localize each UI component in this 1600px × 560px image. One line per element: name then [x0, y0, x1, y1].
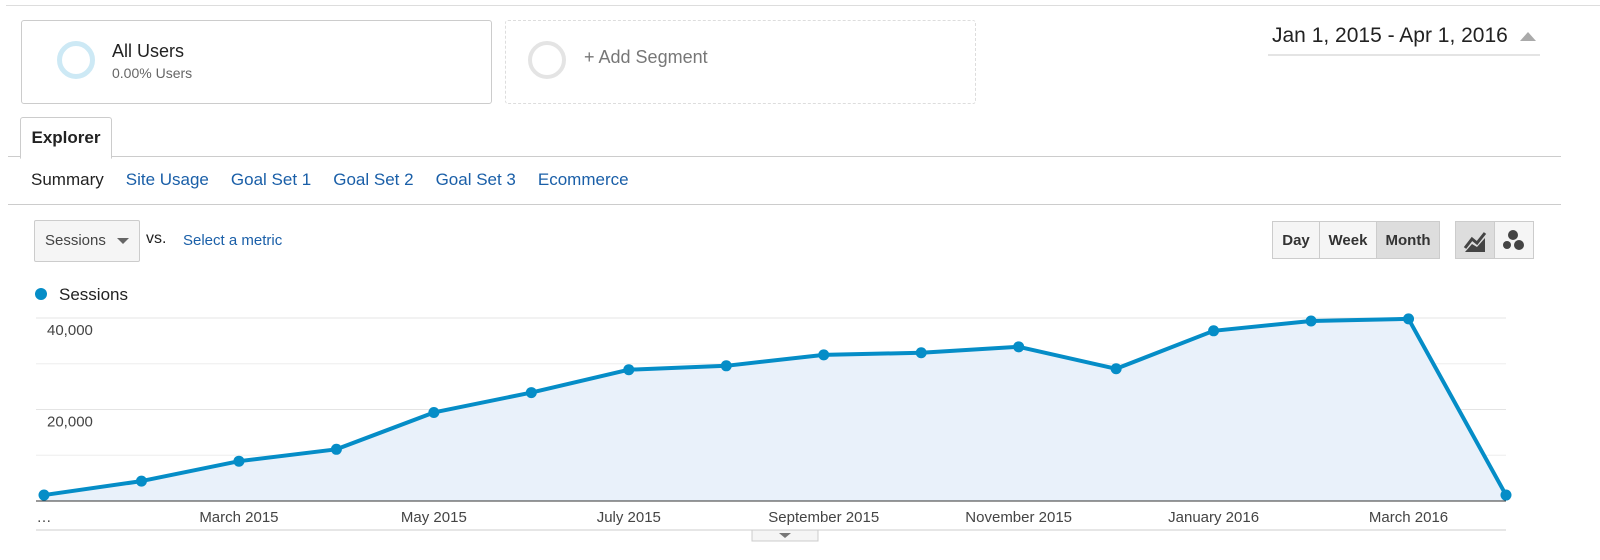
select-metric[interactable]: Select a metric	[183, 232, 283, 249]
subtab[interactable]: Summary	[31, 170, 104, 189]
metric-dropdown[interactable]: Sessions	[34, 220, 140, 262]
vs-label: vs.	[146, 230, 167, 247]
period-button[interactable]: Month	[1376, 221, 1440, 259]
subtab[interactable]: Goal Set 2	[333, 170, 414, 189]
subtab[interactable]: Ecommerce	[537, 170, 629, 189]
legend-label: Sessions	[59, 285, 128, 304]
data-point	[818, 349, 830, 361]
data-point	[1305, 315, 1317, 327]
date-range-text: Jan 1, 2015 - Apr 1, 2016	[1272, 24, 1508, 47]
add-segment-label: + Add Segment	[584, 47, 708, 67]
subtabs: Summary Site Usage Goal Set 1 Goal Set 2 Goa…	[31, 170, 651, 190]
x-tick-label: January 2016	[1168, 509, 1259, 526]
top-border	[6, 5, 1600, 6]
data-point	[233, 455, 245, 467]
line-chart-toggle[interactable]	[1455, 221, 1495, 259]
x-tick-label: November 2015	[965, 509, 1072, 526]
x-tick-label: September 2015	[768, 509, 879, 526]
motion-chart-toggle[interactable]	[1494, 221, 1534, 259]
add-segment[interactable]: + Add Segment	[505, 20, 976, 104]
date-range[interactable]: Jan 1, 2015 - Apr 1, 2016	[1268, 24, 1540, 56]
x-tick-label: May 2015	[401, 509, 467, 526]
subtab[interactable]: Goal Set 3	[435, 170, 516, 189]
x-tick-label: March 2015	[199, 509, 278, 526]
data-point	[1110, 363, 1122, 375]
data-point	[1208, 325, 1220, 337]
divider	[8, 204, 1561, 205]
bubble-icon	[1503, 230, 1524, 250]
x-tick-label: March 2016	[1369, 509, 1448, 526]
segment-ring	[57, 41, 95, 79]
segment-name: All Users	[112, 41, 185, 61]
data-point	[330, 443, 342, 455]
legend-marker	[35, 288, 47, 300]
data-point	[720, 360, 732, 372]
tab-border	[8, 156, 1561, 157]
series-area	[44, 318, 1506, 501]
caret	[117, 238, 129, 244]
segment-card[interactable]: All Users 0.00% Users	[21, 20, 492, 104]
data-point	[1403, 313, 1415, 325]
segment-detail: 0.00% Users	[112, 65, 193, 81]
series-line	[43, 316, 1508, 498]
tab[interactable]: Explorer	[20, 117, 112, 159]
y-tick-label: 40,000	[47, 322, 93, 339]
subtab[interactable]: Site Usage	[125, 170, 209, 189]
data-point	[135, 475, 147, 487]
period-button[interactable]: Day	[1272, 221, 1320, 259]
period-button[interactable]: Week	[1319, 221, 1377, 259]
x-tick-label: …	[37, 509, 52, 526]
data-point	[1500, 489, 1512, 501]
segment-ring	[528, 41, 566, 79]
data-point	[525, 387, 537, 399]
data-point	[38, 489, 50, 501]
subtab[interactable]: Goal Set 1	[230, 170, 312, 189]
data-point	[623, 364, 635, 376]
data-point	[428, 406, 440, 418]
caret	[1520, 32, 1536, 41]
y-tick-label: 20,000	[47, 414, 93, 431]
chart: Sessions 20,000 40,000 … March 2015 May 2015 J…	[35, 285, 1512, 542]
line-icon	[1463, 232, 1487, 252]
x-tick-label: July 2015	[597, 509, 661, 526]
data-point	[915, 347, 927, 359]
data-point	[1013, 341, 1025, 353]
collapse-caret	[779, 533, 791, 538]
metric-label: Sessions	[45, 232, 106, 249]
